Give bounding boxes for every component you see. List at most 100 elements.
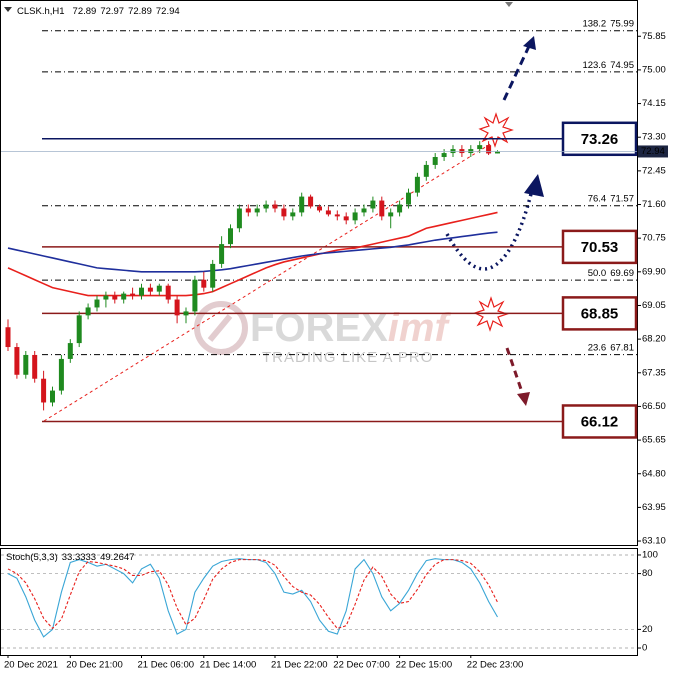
- candle-body: [397, 204, 403, 213]
- down-arrow-head: [517, 392, 530, 406]
- candle-body: [103, 295, 109, 300]
- fib-ratio: 23.6: [588, 342, 607, 353]
- level-label: 73.26: [581, 131, 619, 148]
- x-tick-label: 21 Dec 22:00: [271, 660, 328, 671]
- y-tick-label: 71.60: [642, 199, 666, 210]
- candle-body: [156, 285, 162, 292]
- candle-body: [308, 196, 314, 207]
- menu-triangle: [4, 7, 12, 12]
- moving-average: [7, 231, 498, 273]
- x-tick-label: 20 Dec 21:00: [66, 660, 123, 671]
- candle-body: [14, 347, 20, 375]
- burst-top: [478, 112, 514, 148]
- x-tick-label: 21 Dec 14:00: [200, 660, 257, 671]
- stoch-title: Stoch(5,3,3): [6, 552, 58, 563]
- y-tick-label: 64.80: [642, 468, 666, 479]
- ohlc-high: 72.97: [100, 6, 124, 17]
- moving-average: [7, 211, 498, 297]
- y-tick-label: 73.30: [642, 132, 666, 143]
- candle-body: [379, 200, 385, 217]
- stoch-line: [7, 558, 498, 638]
- candle-body: [317, 206, 322, 211]
- fib-ratio: 50.0: [588, 268, 607, 279]
- candle-body: [236, 208, 242, 229]
- candle-body: [281, 208, 287, 217]
- candle-body: [94, 299, 100, 308]
- candle-body: [5, 327, 11, 348]
- level-box: [561, 121, 638, 157]
- candle-body: [219, 244, 225, 264]
- level-box: [561, 296, 638, 331]
- fib-price: 74.95: [610, 59, 634, 70]
- level-label: 68.85: [581, 305, 619, 322]
- candle-body: [263, 204, 269, 209]
- y-tick-label: 63.10: [642, 536, 666, 547]
- candle-body: [32, 354, 38, 379]
- candle-body: [486, 145, 492, 154]
- level-box: [561, 229, 638, 265]
- candle-body: [441, 153, 447, 158]
- fib-label: 138.2 75.99: [582, 18, 634, 29]
- y-tick-label: 65.65: [642, 435, 666, 446]
- stoch-value: 33.3333: [62, 552, 96, 563]
- fib-price: 71.57: [610, 193, 634, 204]
- fib-ratio: 76.4: [588, 193, 607, 204]
- candle-body: [58, 358, 64, 391]
- candle-body: [112, 295, 118, 300]
- candle-body: [130, 293, 136, 296]
- ohlc-close: 72.94: [156, 6, 180, 17]
- candle-body: [343, 216, 349, 221]
- level-label: 66.12: [581, 413, 619, 430]
- candle-body: [85, 307, 91, 316]
- fib-label: 50.0 69.69: [588, 268, 634, 279]
- candle-body: [139, 287, 144, 296]
- up-arrow: [502, 43, 532, 101]
- candle-body: [495, 151, 500, 154]
- watermark-brand: FOREXimf: [250, 306, 451, 350]
- candle-body: [210, 263, 216, 288]
- x-tick-label: 21 Dec 06:00: [138, 660, 195, 671]
- y-tick-label: 20: [642, 624, 653, 635]
- current-price-tag: [638, 145, 668, 158]
- watermark-brand-text: FOREX: [250, 306, 388, 350]
- y-tick-label: 68.20: [642, 334, 666, 345]
- y-tick-label: 70.75: [642, 233, 666, 244]
- y-tick-label: 63.95: [642, 502, 666, 513]
- candle-body: [165, 285, 171, 300]
- bounce-arrow-head: [524, 174, 544, 197]
- candle-body: [254, 208, 260, 213]
- fib-label: 123.6 74.95: [582, 59, 634, 70]
- symbol-title: CLSK.h,H1: [17, 6, 65, 17]
- watermark-tagline: TRADING LIKE A PRO: [262, 349, 433, 366]
- y-tick-label: 75.85: [642, 31, 666, 42]
- y-tick-label: 0: [642, 643, 647, 654]
- watermark-accent: imf: [388, 306, 452, 350]
- candle-body: [50, 390, 55, 403]
- y-tick-label: 100: [642, 549, 658, 560]
- x-tick-label: 20 Dec 2021: [4, 660, 58, 671]
- candle-body: [361, 208, 367, 213]
- chart-header: CLSK.h,H1 72.89 72.97 72.89 72.94: [17, 6, 180, 17]
- x-tick-label: 22 Dec 23:00: [467, 660, 524, 671]
- y-tick-label: 69.05: [642, 300, 666, 311]
- candle-body: [183, 311, 189, 316]
- fib-ratio: 138.2: [582, 18, 606, 29]
- y-tick-label: 72.45: [642, 165, 666, 176]
- x-tick-label: 22 Dec 07:00: [333, 660, 390, 671]
- y-tick-label: 74.15: [642, 98, 666, 109]
- level-box: [561, 404, 638, 439]
- candle-body: [423, 164, 429, 177]
- fib-price: 75.99: [610, 18, 634, 29]
- candle-body: [334, 214, 340, 217]
- stoch-value: 49.2647: [100, 552, 134, 563]
- candle-body: [290, 212, 296, 217]
- candle-body: [147, 287, 153, 292]
- level-label: 70.53: [581, 239, 619, 256]
- watermark-logo: [194, 301, 248, 355]
- ohlc-open: 72.89: [73, 6, 97, 17]
- candle-body: [432, 157, 438, 165]
- ohlc-low: 72.89: [128, 6, 152, 17]
- candle-body: [388, 212, 394, 217]
